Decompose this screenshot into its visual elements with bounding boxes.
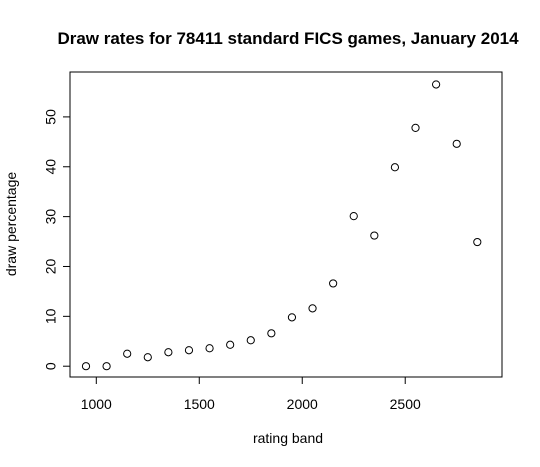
data-point — [287, 313, 297, 322]
data-point — [473, 237, 482, 247]
y-tick-label: 10 — [43, 308, 59, 324]
data-point — [123, 349, 132, 358]
data-point — [205, 344, 214, 353]
data-point — [164, 348, 173, 357]
x-axis-ticks: 1000 1500 2000 2500 — [81, 377, 421, 412]
data-point — [246, 336, 255, 345]
data-point — [370, 231, 379, 240]
x-tick-label: 1000 — [81, 396, 112, 412]
data-point — [329, 279, 338, 288]
y-tick-label: 50 — [43, 109, 59, 125]
data-point — [143, 353, 152, 362]
data-point — [308, 304, 317, 313]
y-tick-label: 0 — [43, 362, 59, 370]
y-axis-ticks: 0 10 20 30 40 50 — [43, 109, 70, 370]
y-tick-label: 30 — [43, 209, 59, 225]
data-point — [432, 80, 441, 89]
x-tick-label: 1500 — [184, 396, 215, 412]
x-tick-label: 2500 — [390, 396, 421, 412]
y-axis-title: draw percentage — [3, 172, 19, 277]
data-point — [184, 346, 194, 355]
data-point — [390, 163, 400, 172]
y-tick-label: 20 — [43, 258, 59, 274]
y-tick-label: 40 — [43, 159, 59, 175]
data-point — [452, 139, 461, 148]
chart-title: Draw rates for 78411 standard FICS games… — [57, 29, 519, 48]
data-point — [81, 362, 91, 371]
data-point — [226, 340, 235, 349]
x-axis-title: rating band — [253, 430, 323, 446]
data-point — [411, 123, 420, 132]
data-points — [81, 80, 482, 371]
data-point — [102, 362, 111, 371]
plot-frame — [69, 71, 503, 378]
data-point — [267, 329, 276, 338]
data-point — [349, 212, 358, 221]
x-tick-label: 2000 — [287, 396, 318, 412]
